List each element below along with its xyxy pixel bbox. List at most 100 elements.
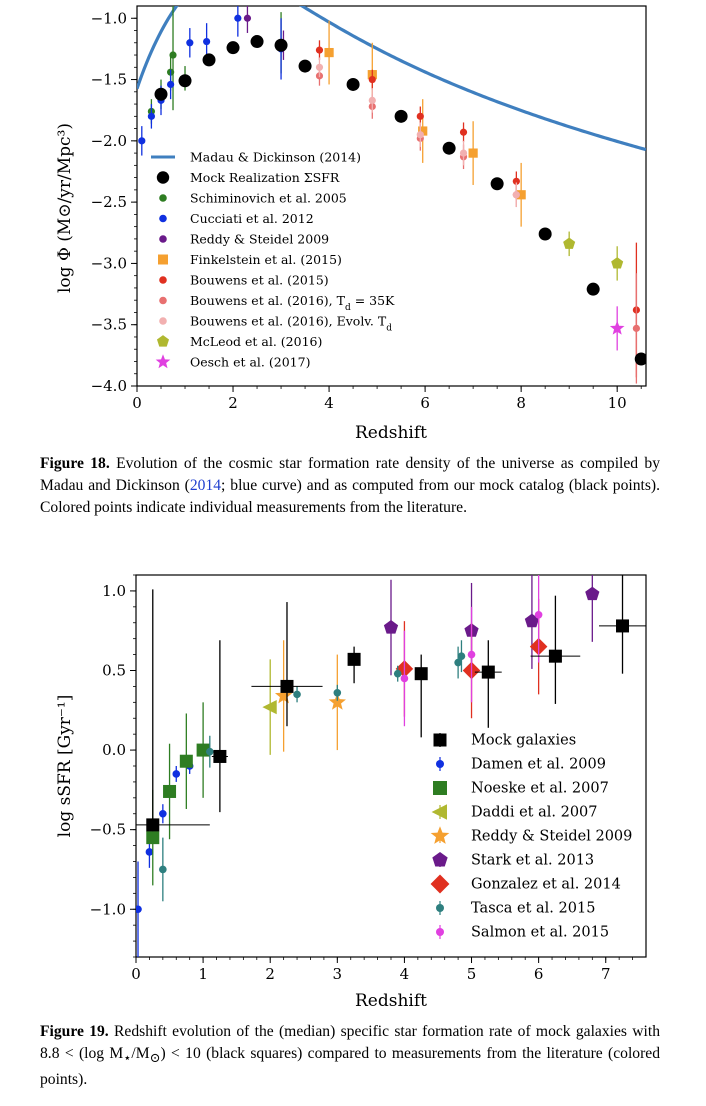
figure-18-caption-citation[interactable]: 2014 (189, 477, 222, 494)
legend-schiminovich-et-al-2005-marker (159, 194, 167, 202)
figure-18-axes-frame (136, 5, 647, 387)
figure-18-caption-label: Figure 18. (40, 455, 110, 472)
legend-stark-et-al-2013-label: Stark et al. 2013 (471, 853, 594, 869)
mock-realization-sfr-point (538, 227, 552, 241)
mock-realization-sfr-point (298, 59, 312, 73)
cucciati-et-al-2012-point (138, 137, 146, 145)
stark-et-al-2013-point (585, 586, 600, 601)
bouwens-et-al-2016-td-35k-point (632, 324, 640, 332)
figure-19-x-tick-label: 1 (198, 965, 208, 983)
legend-stark-et-al-2013-marker (432, 851, 448, 867)
figure-19-x-tick-label: 7 (601, 965, 611, 983)
legend-finkelstein-et-al-2015-label: Finkelstein et al. (2015) (190, 252, 342, 267)
cucciati-et-al-2012-point (234, 14, 242, 22)
bouwens-et-al-2015-point (459, 128, 468, 136)
finkelstein-et-al-2015-point (418, 126, 428, 136)
legend-bouwens-et-al-2016-evolv-td-label: Bouwens et al. (2016), Evolv. Td (190, 314, 392, 334)
figure-19-plot-area: 0 1 2 3 4 5 6 7 −1.0 −0.5 0.0 0.5 1.0 (90, 574, 647, 983)
figure-18-y-tick-label: −1.5 (91, 71, 127, 89)
legend-reddy-steidel-2009-label: Reddy & Steidel 2009 (471, 829, 632, 845)
bouwens-et-al-2015-point (368, 75, 376, 84)
damen-et-al-2009-point (145, 848, 154, 856)
legend-mock-galaxies-label: Mock galaxies (471, 733, 576, 749)
figure-19-y-tick-label: −0.5 (90, 821, 126, 839)
mock-galaxies-point (616, 619, 630, 633)
legend-mock-realization-sfr-marker (156, 171, 170, 184)
figure-18-y-tick-label: −2.0 (91, 132, 127, 150)
legend-reddy-steidel-2009-marker (159, 235, 167, 243)
mock-realization-sfr-point (490, 177, 504, 191)
figure-19-caption: Figure 19. Redshift evolution of the (me… (40, 1021, 660, 1091)
legend-oesch-et-al-2017-label: Oesch et al. (2017) (190, 355, 310, 370)
mock-galaxies-point (548, 649, 562, 663)
finkelstein-et-al-2015-point (324, 47, 334, 58)
schiminovich-et-al-2005-point (169, 51, 177, 59)
legend-bouwens-et-al-2016-td-35k-marker (159, 296, 167, 305)
legend-salmon-et-al-2015-marker (436, 928, 444, 936)
tasca-et-al-2015-point (457, 652, 466, 660)
figure-19-x-tick-label: 6 (534, 965, 544, 983)
mock-galaxies-point (213, 749, 227, 763)
legend-gonzalez-et-al-2014-label: Gonzalez et al. 2014 (471, 877, 621, 893)
legend-oesch-et-al-2017-marker (155, 354, 171, 369)
reddy-steidel-2009-point (328, 693, 346, 710)
bouwens-et-al-2016-evolv-td-point (459, 149, 468, 157)
figure-19-caption-sub-star: ⋆ (123, 1050, 132, 1066)
figure-18-plot-area: 0 2 4 6 8 10 −4.0 −3.5 −3.0 −2.5 −2.0 −1.5 −1.0 (91, 5, 647, 412)
figure-18-x-axis-label: Redshift (355, 423, 427, 443)
legend-mock-realization-sfr-label: Mock Realization ΣSFR (190, 170, 340, 185)
noeske-et-al-2007-point (146, 831, 160, 845)
cucciati-et-al-2012-point (167, 80, 175, 89)
daddi-et-al-2007-point (262, 699, 277, 715)
figure-19-caption-text-1: Redshift evolution of the (median) speci… (40, 1023, 660, 1062)
damen-et-al-2009-point (136, 905, 142, 914)
mcleod-et-al-2016-point (563, 237, 576, 249)
legend-tasca-et-al-2015-label: Tasca et al. 2015 (471, 901, 595, 917)
legend-bouwens-et-al-2015-marker (159, 276, 167, 284)
figure-19-y-tick-label: 0.5 (102, 662, 126, 680)
finkelstein-et-al-2015-point (468, 148, 478, 158)
mock-realization-sfr-point (178, 74, 192, 88)
legend-damen-et-al-2009-label: Damen et al. 2009 (471, 757, 606, 773)
legend-mcleod-et-al-2016-label: McLeod et al. (2016) (190, 334, 322, 349)
tasca-et-al-2015-point (206, 747, 214, 756)
figure-18-x-tick-label: 4 (324, 394, 334, 412)
mock-realization-sfr-point (346, 77, 360, 91)
figure-18-y-tick-label: −4.0 (91, 377, 127, 395)
figure-18-y-tick-label: −3.0 (91, 254, 127, 272)
legend-bouwens-et-al-2015-label: Bouwens et al. (2015) (190, 273, 329, 288)
bouwens-et-al-2015-point (315, 46, 324, 54)
figure-19-x-axis-label: Redshift (355, 991, 427, 1011)
salmon-et-al-2015-point (534, 610, 543, 619)
figure-18-x-tick-label: 6 (420, 394, 430, 412)
figure-19-caption-label: Figure 19. (40, 1023, 109, 1040)
bouwens-et-al-2016-evolv-td-point (512, 191, 520, 199)
figure-18-caption: Figure 18. Evolution of the cosmic star … (40, 453, 660, 519)
mock-realization-sfr-point (586, 282, 600, 296)
figure-19-x-tick-label: 0 (131, 965, 141, 983)
mock-galaxies-point (347, 652, 361, 666)
figure-18-y-axis-label: log Φ (M⊙/yr/Mpc³) (55, 123, 75, 293)
figure-18-x-tick-label: 8 (516, 394, 526, 412)
figure-18-y-tick-label: −3.5 (91, 316, 127, 334)
cucciati-et-al-2012-point (147, 112, 156, 120)
mock-realization-sfr-point (202, 53, 216, 67)
legend-daddi-et-al-2007-marker (431, 804, 447, 820)
tasca-et-al-2015-point (454, 658, 462, 667)
figure-19-x-tick-label: 3 (333, 965, 343, 983)
legend-tasca-et-al-2015-marker (436, 904, 444, 912)
noeske-et-al-2007-point (179, 754, 193, 768)
legend-madau-dickinson-2014-label: Madau & Dickinson (2014) (190, 150, 361, 165)
figure-19-caption-text-3: ) < 10 (black squares) compared to measu… (40, 1045, 661, 1089)
figure-19-x-tick-label: 2 (265, 965, 275, 983)
figure-18-chart: 0 2 4 6 8 10 −4.0 −3.5 −3.0 −2.5 −2.0 −1.5 −1.0 Mada… (55, 5, 647, 443)
legend-noeske-et-al-2007-marker (433, 781, 447, 795)
legend-mock-galaxies-marker (433, 733, 447, 747)
madau-dickinson-curve (137, 6, 646, 152)
legend-bouwens-et-al-2016-evolv-td-marker (159, 317, 167, 325)
legend-mcleod-et-al-2016-marker (156, 335, 170, 347)
tasca-et-al-2015-point (333, 688, 342, 697)
bouwens-et-al-2016-evolv-td-point (416, 131, 424, 139)
legend-noeske-et-al-2007-label: Noeske et al. 2007 (471, 781, 609, 797)
mock-realization-sfr-point (442, 141, 456, 155)
